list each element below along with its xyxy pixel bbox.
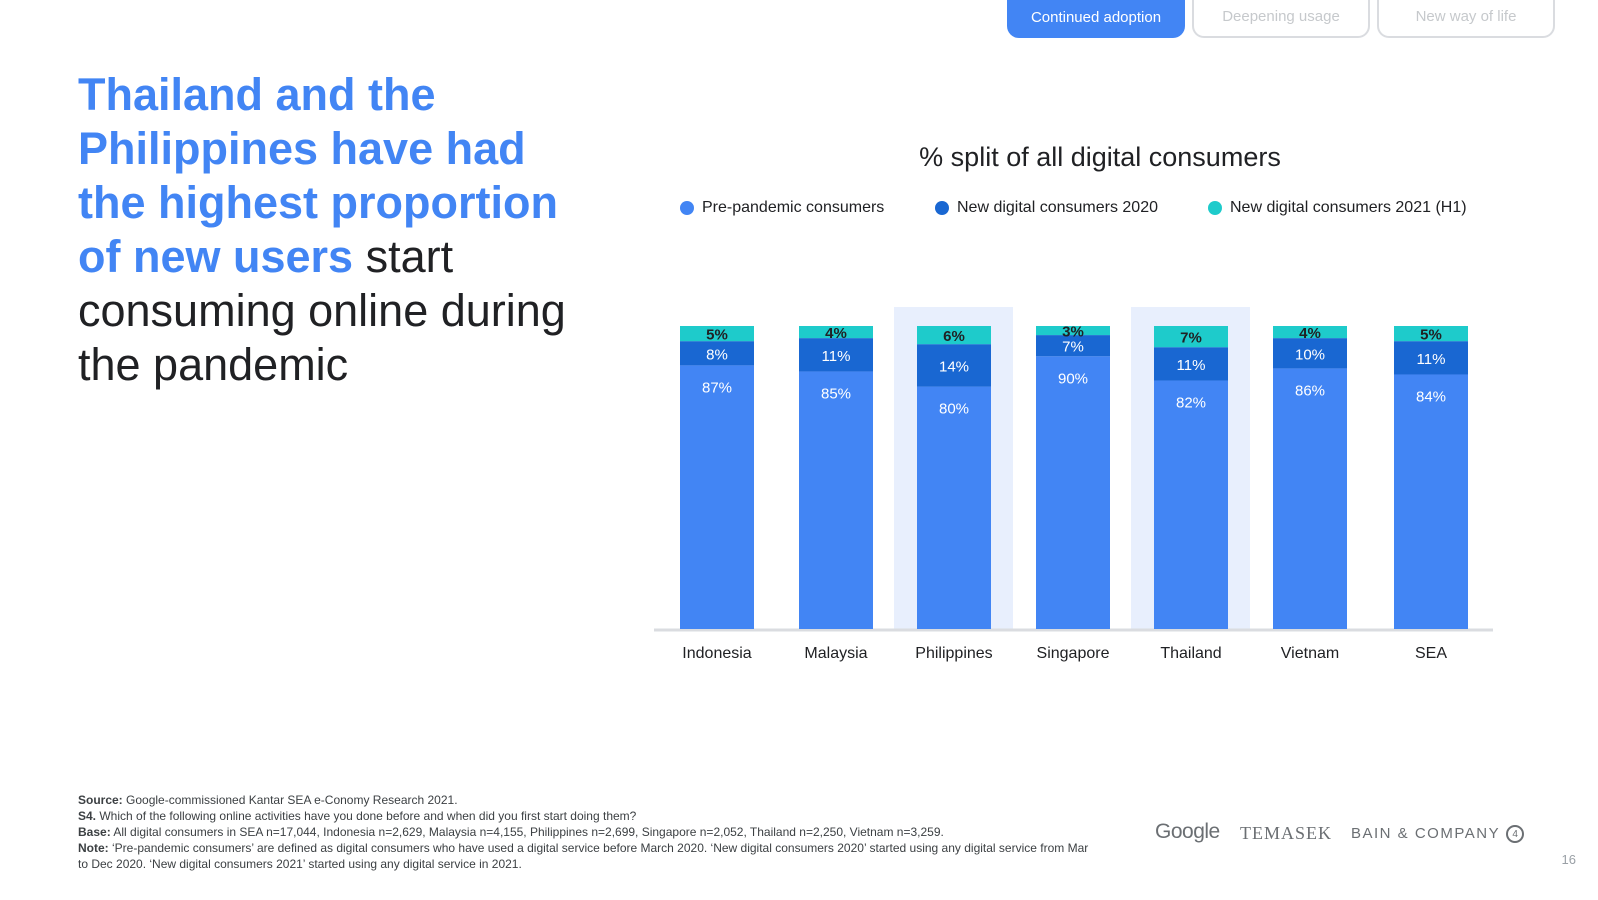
legend-label-pre-pandemic: Pre-pandemic consumers — [702, 199, 885, 216]
bar-philippines-pre-pandemic — [917, 386, 991, 629]
bar-thailand-pre-pandemic — [1154, 380, 1228, 629]
bar-philippines-new-2021 — [917, 326, 991, 345]
page-headline: Thailand and the Philippines have had th… — [78, 68, 598, 392]
data-label-sea-pre-pandemic: 84% — [1416, 388, 1446, 405]
headline-rest: start consuming online during the pandem… — [78, 231, 566, 390]
footnote-source: Source: Google-commissioned Kantar SEA e… — [78, 793, 458, 807]
bar-sea-new-2021 — [1394, 326, 1468, 342]
bar-vietnam-new-2020 — [1273, 338, 1347, 369]
data-label-malaysia-pre-pandemic: 85% — [821, 385, 851, 402]
legend-dot-pre-pandemic — [680, 201, 694, 215]
bar-malaysia-new-2021 — [799, 326, 873, 339]
x-tick-label-philippines: Philippines — [915, 645, 992, 662]
data-label-thailand-new-2020: 11% — [1177, 357, 1206, 374]
legend-label-new-2021: New digital consumers 2021 (H1) — [1230, 199, 1467, 216]
bar-thailand-new-2021 — [1154, 326, 1228, 348]
data-label-malaysia-new-2021: 4% — [825, 325, 847, 342]
tab-continued-adoption[interactable]: Continued adoption — [1007, 0, 1185, 38]
page-number: 16 — [1561, 852, 1576, 867]
x-tick-label-singapore: Singapore — [1037, 645, 1110, 662]
footnote-note: Note: ‘Pre-pandemic consumers’ are defin… — [78, 841, 1089, 871]
footnote-question: S4. Which of the following online activi… — [78, 809, 637, 823]
data-label-vietnam-new-2020: 10% — [1295, 346, 1325, 363]
footnote-base: Base: All digital consumers in SEA n=17,… — [78, 825, 944, 839]
data-label-thailand-new-2021: 7% — [1180, 330, 1202, 347]
legend-item-new-2020: New digital consumers 2020 — [935, 199, 1158, 217]
data-label-philippines-pre-pandemic: 80% — [939, 401, 969, 418]
data-label-indonesia-pre-pandemic: 87% — [702, 379, 732, 396]
bar-sea-pre-pandemic — [1394, 374, 1468, 629]
data-label-vietnam-pre-pandemic: 86% — [1295, 382, 1325, 399]
data-label-malaysia-new-2020: 11% — [822, 348, 851, 365]
bar-vietnam-pre-pandemic — [1273, 368, 1347, 629]
data-label-philippines-new-2021: 6% — [943, 328, 965, 345]
data-label-sea-new-2020: 11% — [1417, 351, 1446, 368]
data-label-singapore-new-2021: 3% — [1062, 324, 1084, 341]
x-tick-label-vietnam: Vietnam — [1281, 645, 1339, 662]
legend-dot-new-2021 — [1208, 201, 1222, 215]
data-label-sea-new-2021: 5% — [1420, 327, 1442, 344]
tab-new-way-of-life[interactable]: New way of life — [1377, 0, 1555, 38]
data-label-indonesia-new-2021: 5% — [706, 327, 728, 344]
google-logo: Google — [1155, 820, 1220, 843]
bar-malaysia-new-2020 — [799, 338, 873, 372]
legend-item-pre-pandemic: Pre-pandemic consumers — [680, 199, 884, 217]
x-tick-label-thailand: Thailand — [1160, 645, 1221, 662]
legend-item-new-2021: New digital consumers 2021 (H1) — [1208, 199, 1467, 217]
footnotes: Source: Google-commissioned Kantar SEA e… — [78, 792, 1098, 872]
bar-thailand-new-2020 — [1154, 347, 1228, 381]
bar-vietnam-new-2021 — [1273, 326, 1347, 339]
x-tick-label-malaysia: Malaysia — [804, 645, 867, 662]
bain-mark-icon: 4 — [1506, 825, 1525, 844]
data-label-singapore-new-2020: 7% — [1062, 339, 1084, 356]
data-label-thailand-pre-pandemic: 82% — [1176, 395, 1206, 412]
legend-dot-new-2020 — [935, 201, 949, 215]
data-label-philippines-new-2020: 14% — [939, 358, 969, 375]
chart-title: % split of all digital consumers — [919, 142, 1281, 172]
bar-philippines-new-2020 — [917, 344, 991, 387]
bar-indonesia-new-2020 — [680, 341, 754, 366]
bain-logo: BAIN & COMPANY 4 — [1351, 825, 1525, 844]
headline-highlight: Thailand and the Philippines have had th… — [78, 69, 558, 282]
legend-label-new-2020: New digital consumers 2020 — [957, 199, 1158, 216]
data-label-indonesia-new-2020: 8% — [706, 346, 728, 363]
bar-singapore-new-2021 — [1036, 326, 1110, 336]
data-label-singapore-pre-pandemic: 90% — [1058, 370, 1088, 387]
bar-indonesia-new-2021 — [680, 326, 754, 342]
bar-singapore-new-2020 — [1036, 335, 1110, 357]
temasek-logo: TEMASEK — [1240, 823, 1332, 843]
x-tick-label-sea: SEA — [1415, 645, 1447, 662]
x-tick-label-indonesia: Indonesia — [682, 645, 751, 662]
chart-legend: Pre-pandemic consumers New digital consu… — [0, 199, 1598, 223]
bar-singapore-pre-pandemic — [1036, 356, 1110, 629]
bar-sea-new-2020 — [1394, 341, 1468, 375]
data-label-vietnam-new-2021: 4% — [1299, 325, 1321, 342]
bar-indonesia-pre-pandemic — [680, 365, 754, 629]
tab-deepening-usage[interactable]: Deepening usage — [1192, 0, 1370, 38]
bar-malaysia-pre-pandemic — [799, 371, 873, 629]
